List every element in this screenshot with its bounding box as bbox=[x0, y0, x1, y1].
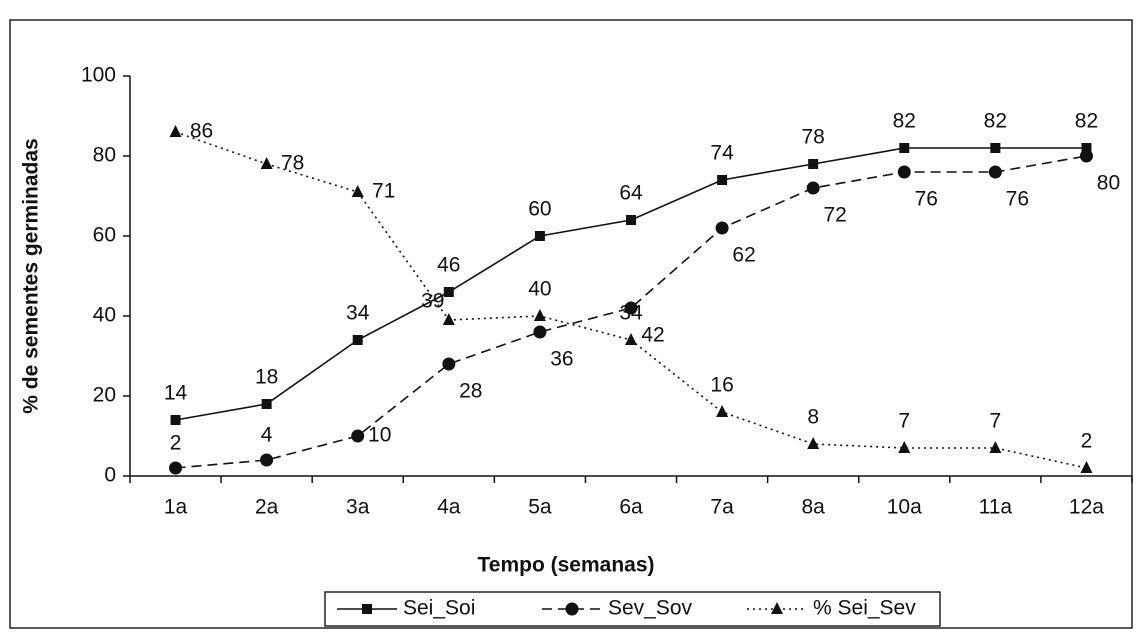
data-label: 76 bbox=[1006, 188, 1029, 211]
marker bbox=[989, 441, 1002, 453]
legend-label: Sev_Sov bbox=[608, 597, 693, 620]
marker bbox=[808, 159, 819, 169]
data-label: 82 bbox=[984, 110, 1007, 133]
x-tick-label: 5a bbox=[528, 496, 552, 519]
x-tick-label: 8a bbox=[802, 496, 826, 519]
marker bbox=[351, 429, 365, 443]
marker bbox=[1079, 149, 1093, 163]
marker bbox=[1081, 143, 1092, 153]
data-label: 7 bbox=[898, 410, 910, 433]
x-tick-label: 3a bbox=[346, 496, 370, 519]
legend-marker bbox=[362, 604, 372, 614]
x-tick-label: 6a bbox=[619, 496, 643, 519]
series-line bbox=[175, 155, 1087, 469]
data-label: 18 bbox=[255, 366, 278, 389]
marker bbox=[442, 313, 455, 325]
data-label: 14 bbox=[164, 382, 188, 405]
y-tick-label: 100 bbox=[81, 64, 116, 87]
data-label: 80 bbox=[1097, 172, 1120, 195]
data-label: 60 bbox=[528, 198, 551, 221]
data-label: 4 bbox=[261, 424, 273, 447]
marker bbox=[1080, 461, 1093, 473]
data-label: 34 bbox=[346, 302, 370, 325]
data-label: 82 bbox=[893, 110, 916, 133]
data-label: 34 bbox=[619, 302, 643, 325]
data-label: 7 bbox=[990, 410, 1002, 433]
marker bbox=[716, 405, 729, 417]
legend-box bbox=[324, 591, 941, 627]
data-label: 78 bbox=[802, 126, 825, 149]
marker bbox=[806, 181, 820, 195]
chart-frame bbox=[9, 19, 1133, 629]
marker bbox=[170, 415, 181, 425]
legend-marker bbox=[565, 602, 579, 616]
marker bbox=[261, 399, 272, 409]
data-label: 2 bbox=[170, 432, 182, 455]
marker bbox=[534, 231, 545, 241]
marker bbox=[442, 357, 456, 371]
x-axis-title: Tempo (semanas) bbox=[478, 554, 655, 577]
data-label: 39 bbox=[421, 290, 444, 313]
marker bbox=[260, 453, 274, 467]
data-label: 82 bbox=[1075, 110, 1098, 133]
y-tick-label: 20 bbox=[93, 384, 116, 407]
marker bbox=[898, 441, 911, 453]
data-label: 64 bbox=[619, 182, 643, 205]
data-label: 62 bbox=[732, 244, 755, 267]
marker bbox=[625, 333, 637, 345]
x-tick-label: 11a bbox=[979, 496, 1013, 519]
y-tick-label: 60 bbox=[93, 224, 116, 247]
legend-label: Sei_Soi bbox=[403, 597, 475, 620]
data-label: 16 bbox=[710, 374, 733, 397]
legend-marker bbox=[771, 602, 783, 614]
marker bbox=[351, 185, 364, 197]
legend-label: % Sei_Sev bbox=[813, 597, 916, 620]
data-label: 86 bbox=[190, 120, 213, 143]
marker bbox=[352, 335, 363, 345]
marker bbox=[260, 157, 273, 169]
data-label: 28 bbox=[459, 380, 482, 403]
marker bbox=[717, 175, 728, 185]
x-tick-label: 7a bbox=[710, 496, 734, 519]
marker bbox=[807, 437, 820, 449]
data-label: 76 bbox=[915, 188, 938, 211]
data-label: 71 bbox=[372, 180, 395, 203]
x-tick-label: 10a bbox=[887, 496, 922, 519]
data-label: 2 bbox=[1081, 430, 1093, 453]
x-tick-label: 4a bbox=[437, 496, 461, 519]
marker bbox=[990, 143, 1001, 153]
x-tick-label: 2a bbox=[255, 496, 279, 519]
data-label: 42 bbox=[641, 324, 664, 347]
marker bbox=[169, 461, 183, 475]
y-axis-title: % de sementes germinadas bbox=[20, 138, 43, 413]
marker bbox=[897, 165, 911, 179]
marker bbox=[533, 309, 546, 321]
x-tick-label: 1a bbox=[164, 496, 188, 519]
marker bbox=[533, 325, 547, 339]
data-label: 40 bbox=[528, 278, 551, 301]
marker bbox=[988, 165, 1002, 179]
data-label: 74 bbox=[710, 142, 734, 165]
y-tick-label: 0 bbox=[104, 464, 116, 487]
y-tick-label: 40 bbox=[93, 304, 116, 327]
marker bbox=[443, 287, 454, 297]
data-label: 36 bbox=[550, 348, 573, 371]
marker bbox=[626, 215, 636, 225]
marker bbox=[715, 221, 729, 235]
y-tick-label: 80 bbox=[93, 144, 116, 167]
marker bbox=[169, 125, 182, 137]
marker bbox=[624, 301, 638, 315]
data-label: 72 bbox=[824, 204, 847, 227]
data-label: 46 bbox=[437, 254, 460, 277]
x-tick-label: 12a bbox=[1069, 496, 1104, 519]
data-label: 8 bbox=[807, 406, 819, 429]
data-label: 78 bbox=[281, 152, 304, 175]
data-label: 10 bbox=[368, 424, 391, 447]
marker bbox=[899, 143, 910, 153]
